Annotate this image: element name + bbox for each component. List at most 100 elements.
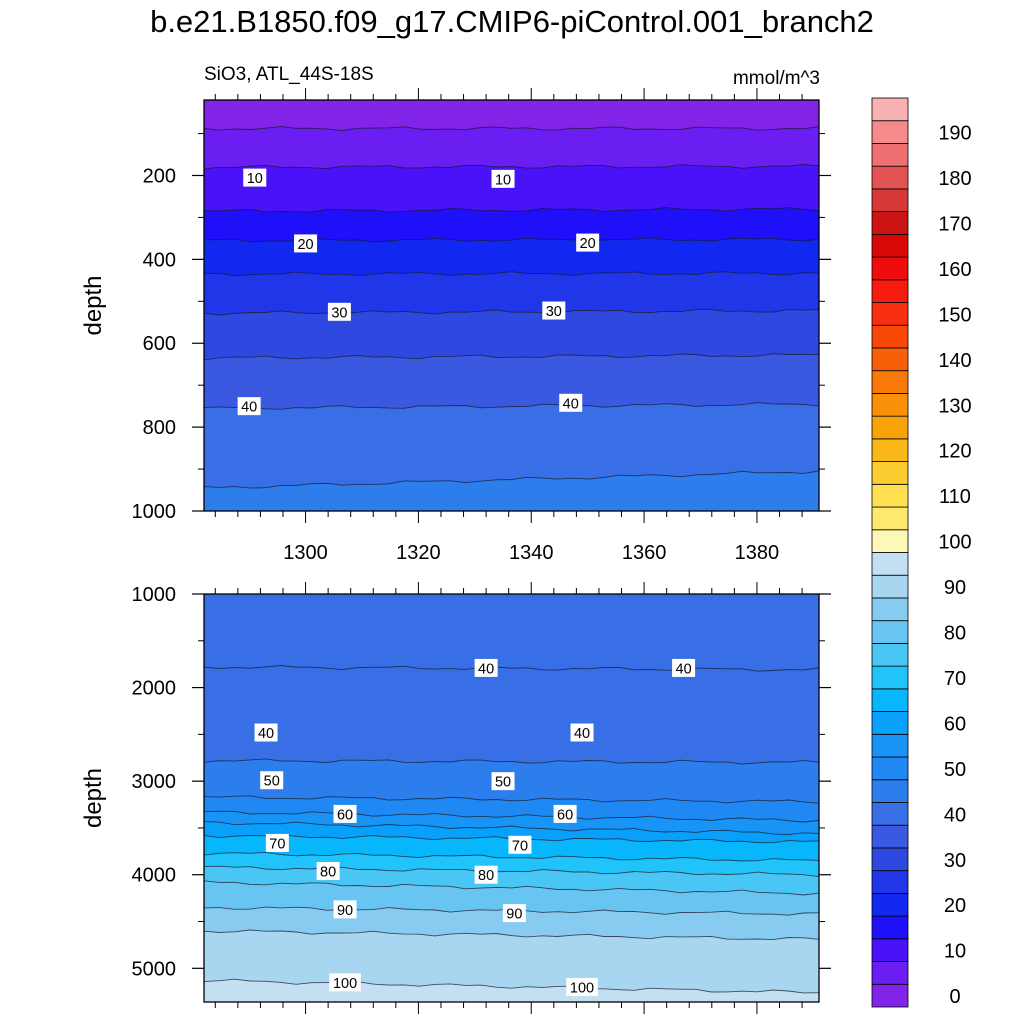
contour-label-text: 70 <box>512 838 528 854</box>
contour-label-text: 30 <box>546 304 562 320</box>
contour-label-box <box>329 973 361 992</box>
x-tick-label: 1360 <box>622 542 667 564</box>
contour-line-25 <box>204 271 819 277</box>
contour-line-95 <box>204 978 819 994</box>
contour-label-box <box>570 723 594 742</box>
y-tick-label: 4000 <box>132 865 177 887</box>
contour-label: 80 <box>474 865 498 884</box>
contour-label: 10 <box>243 168 267 187</box>
colorbar-label: 150 <box>938 304 971 326</box>
contour-line-50 <box>204 795 819 804</box>
contour-label: 70 <box>508 835 532 854</box>
y-tick-label: 200 <box>143 165 176 187</box>
contour-label-text: 30 <box>331 305 347 321</box>
colorbar-cell-160 <box>871 256 909 281</box>
contour-label-text: 100 <box>570 981 594 997</box>
colorbar-cell-55 <box>871 733 909 758</box>
contour-label-box <box>491 772 515 791</box>
contour-label-box <box>566 978 598 997</box>
contour-label: 40 <box>559 393 583 412</box>
colorbar-cell-10 <box>871 938 909 962</box>
colorbar-cell-50 <box>871 756 909 781</box>
contour-label-text: 100 <box>333 976 357 992</box>
colorbar-cell-105 <box>871 506 909 531</box>
contour-line-90 <box>204 929 819 941</box>
colorbar-cell-145 <box>871 324 909 349</box>
contour-label-text: 50 <box>264 774 280 790</box>
plot-area: 10 10 20 20 30 30 40 40 <box>204 100 819 511</box>
contour-line-30 <box>204 309 819 316</box>
contour-label-text: 80 <box>478 868 494 884</box>
contour-label-box <box>265 833 289 852</box>
y-tick-label: 2000 <box>132 678 177 700</box>
y-axis-title: depth <box>80 275 107 335</box>
y-tick-label: 3000 <box>132 771 177 793</box>
contour-label: 40 <box>570 723 594 742</box>
contour-label: 100 <box>566 978 598 997</box>
lower-panel-depth-1000-5360: 40 40 40 40 50 50 60 60 70 70 80 80 90 90 100 100 1000 20… <box>80 582 831 1014</box>
y-tick-label: 5000 <box>132 958 177 980</box>
y-axis-title: depth <box>80 768 107 828</box>
colorbar-cell-20 <box>871 892 909 917</box>
contour-label: 40 <box>237 397 261 416</box>
colorbar-cell-30 <box>871 847 909 872</box>
x-tick-label: 1300 <box>283 542 328 564</box>
contour-line-5 <box>204 126 819 131</box>
contour-label: 20 <box>576 233 600 252</box>
colorbar-cell-15 <box>871 915 909 940</box>
colorbar-cell-130 <box>871 393 909 417</box>
y-tick-label: 400 <box>143 249 176 271</box>
contour-label-text: 70 <box>269 836 285 852</box>
colorbar-cell-150 <box>871 302 909 326</box>
contour-label-text: 60 <box>557 807 573 823</box>
colorbar-cell-180 <box>871 165 909 190</box>
contour-label-text: 40 <box>574 726 590 742</box>
contour-label-text: 90 <box>506 907 522 923</box>
plot-area: 40 40 40 40 50 50 60 60 70 70 80 80 90 90 100 100 <box>204 594 819 1002</box>
colorbar-label: 0 <box>949 986 960 1008</box>
contour-label-text: 60 <box>337 807 353 823</box>
contour-label: 50 <box>260 771 284 790</box>
colorbar-cell-25 <box>871 870 909 894</box>
contour-line-45 <box>204 758 819 765</box>
contour-band-5 <box>204 126 819 170</box>
contour-line-80 <box>204 880 819 896</box>
contour-label: 80 <box>316 861 340 880</box>
colorbar-cell-80 <box>871 620 909 644</box>
contour-label-box <box>333 900 357 919</box>
contour-label-box <box>237 397 261 416</box>
contour-label-box <box>559 393 583 412</box>
colorbar-label: 70 <box>944 668 966 690</box>
contour-label: 20 <box>294 234 318 253</box>
x-tick-label: 1380 <box>735 542 780 564</box>
colorbar: 0 10 20 30 40 50 60 70 80 90 100 110 120 130 140 150 160… <box>871 97 972 1008</box>
colorbar-cell-5 <box>871 961 909 985</box>
contour-label-text: 10 <box>247 171 263 187</box>
contour-label-box <box>254 723 278 742</box>
contour-label: 10 <box>491 169 515 188</box>
contour-line-45 <box>204 470 819 489</box>
contour-label-box <box>243 168 267 187</box>
contour-label: 100 <box>329 973 361 992</box>
colorbar-cell-60 <box>871 711 909 735</box>
contour-line-60 <box>204 821 819 836</box>
colorbar-label: 140 <box>938 350 971 372</box>
contour-label-box <box>294 234 318 253</box>
contour-label-box <box>542 301 566 320</box>
colorbar-cell-95 <box>871 552 909 576</box>
contour-label-box <box>672 658 696 677</box>
contour-label-box <box>491 169 515 188</box>
colorbar-cell-165 <box>871 233 909 258</box>
colorbar-cell-65 <box>871 688 909 712</box>
contour-label-box <box>260 771 284 790</box>
contour-label: 40 <box>474 658 498 677</box>
panel-frame <box>203 99 820 512</box>
contour-label-box <box>474 865 498 884</box>
colorbar-label: 100 <box>938 532 971 554</box>
colorbar-cell-170 <box>871 211 909 235</box>
colorbar-cell-135 <box>871 370 909 394</box>
contour-label-text: 10 <box>495 172 511 188</box>
contour-label-box <box>327 302 351 321</box>
colorbar-label: 50 <box>944 759 966 781</box>
contour-label: 40 <box>672 658 696 677</box>
